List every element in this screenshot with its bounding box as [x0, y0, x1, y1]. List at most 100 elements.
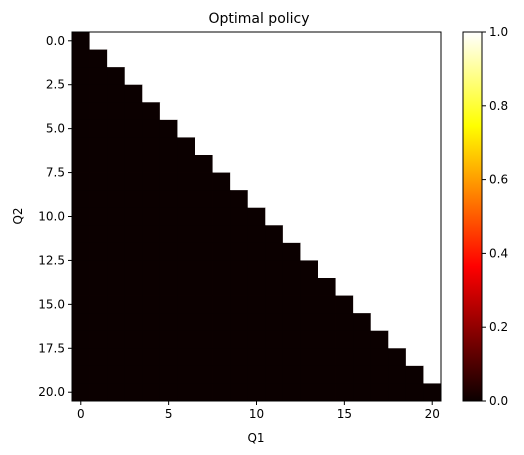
- heatmap-cell: [247, 84, 266, 103]
- heatmap-cell: [335, 295, 354, 314]
- heatmap-cell: [212, 32, 231, 50]
- heatmap-cell: [195, 102, 213, 121]
- heatmap-cell: [423, 84, 442, 103]
- heatmap-cell: [195, 348, 213, 367]
- heatmap-cell: [318, 49, 336, 68]
- heatmap-cell: [265, 242, 284, 261]
- heatmap-cell: [423, 295, 442, 314]
- heatmap-cell: [159, 190, 178, 209]
- heatmap-cell: [107, 278, 126, 296]
- heatmap-cell: [353, 242, 372, 261]
- heatmap-cell: [247, 49, 266, 68]
- heatmap-cell: [335, 365, 354, 384]
- heatmap-cell: [212, 207, 231, 226]
- heatmap-cell: [300, 67, 319, 86]
- heatmap-cell: [265, 383, 284, 402]
- heatmap-cell: [335, 172, 354, 191]
- heatmap-cell: [335, 190, 354, 209]
- heatmap-cell: [423, 190, 442, 209]
- heatmap-cell: [107, 330, 126, 349]
- x-tick-label: 5: [165, 407, 173, 421]
- heatmap-cell: [370, 155, 389, 173]
- heatmap-cell: [405, 278, 424, 296]
- heatmap-cell: [282, 119, 301, 138]
- y-tick-label: 15.0: [38, 297, 65, 311]
- heatmap-cell: [282, 313, 301, 332]
- heatmap-cell: [318, 84, 336, 103]
- heatmap-cell: [159, 119, 178, 138]
- heatmap-cell: [89, 242, 108, 261]
- heatmap-cell: [282, 67, 301, 86]
- heatmap-cell: [142, 119, 161, 138]
- heatmap-cell: [195, 119, 213, 138]
- heatmap-cell: [335, 313, 354, 332]
- heatmap-cell: [212, 67, 231, 86]
- heatmap-cell: [388, 348, 407, 367]
- heatmap-cell: [300, 278, 319, 296]
- heatmap-cell: [265, 348, 284, 367]
- heatmap-cell: [177, 225, 196, 244]
- heatmap-cell: [195, 49, 213, 68]
- heatmap-cell: [353, 278, 372, 296]
- heatmap-cell: [335, 242, 354, 261]
- heatmap-cell: [124, 67, 143, 86]
- heatmap-cell: [107, 49, 126, 68]
- heatmap-cell: [89, 32, 108, 50]
- heatmap-cell: [159, 295, 178, 314]
- heatmap-cell: [282, 49, 301, 68]
- heatmap-cell: [282, 330, 301, 349]
- heatmap-cell: [212, 260, 231, 279]
- heatmap-cell: [265, 295, 284, 314]
- heatmap-cell: [282, 278, 301, 296]
- heatmap-cell: [159, 49, 178, 68]
- heatmap-cell: [265, 102, 284, 121]
- heatmap-cell: [318, 102, 336, 121]
- heatmap-cell: [353, 32, 372, 50]
- heatmap-cell: [212, 155, 231, 173]
- heatmap-cell: [124, 365, 143, 384]
- heatmap-cell: [177, 348, 196, 367]
- heatmap-cell: [230, 119, 249, 138]
- heatmap-cell: [265, 207, 284, 226]
- heatmap-cell: [247, 32, 266, 50]
- heatmap-cell: [177, 49, 196, 68]
- heatmap-cell: [335, 67, 354, 86]
- heatmap-cell: [72, 172, 90, 191]
- heatmap-cell: [405, 330, 424, 349]
- heatmap-cell: [300, 330, 319, 349]
- heatmap-cell: [265, 225, 284, 244]
- heatmap-cell: [142, 278, 161, 296]
- heatmap-cell: [388, 67, 407, 86]
- heatmap-cell: [142, 330, 161, 349]
- heatmap-cell: [195, 84, 213, 103]
- heatmap-cell: [212, 190, 231, 209]
- heatmap-cell: [423, 260, 442, 279]
- heatmap-cell: [282, 190, 301, 209]
- heatmap-cell: [405, 155, 424, 173]
- heatmap-cell: [177, 172, 196, 191]
- heatmap-cell: [265, 313, 284, 332]
- heatmap-cell: [265, 49, 284, 68]
- heatmap-cell: [265, 67, 284, 86]
- heatmap-cell: [195, 278, 213, 296]
- heatmap-cell: [300, 119, 319, 138]
- heatmap-cell: [353, 207, 372, 226]
- heatmap-cell: [107, 260, 126, 279]
- heatmap-cell: [247, 172, 266, 191]
- heatmap-cell: [72, 190, 90, 209]
- heatmap-cell: [159, 313, 178, 332]
- heatmap-cell: [370, 207, 389, 226]
- heatmap-cell: [107, 155, 126, 173]
- heatmap-cell: [370, 119, 389, 138]
- heatmap-cell: [265, 260, 284, 279]
- heatmap-cell: [300, 102, 319, 121]
- heatmap-cell: [353, 155, 372, 173]
- heatmap-cell: [177, 330, 196, 349]
- heatmap-cell: [177, 365, 196, 384]
- heatmap-cell: [318, 313, 336, 332]
- colorbar-tick-label: 0.6: [489, 173, 508, 187]
- heatmap-cell: [124, 330, 143, 349]
- heatmap-cell: [107, 84, 126, 103]
- heatmap-cell: [247, 242, 266, 261]
- heatmap-cell: [282, 32, 301, 50]
